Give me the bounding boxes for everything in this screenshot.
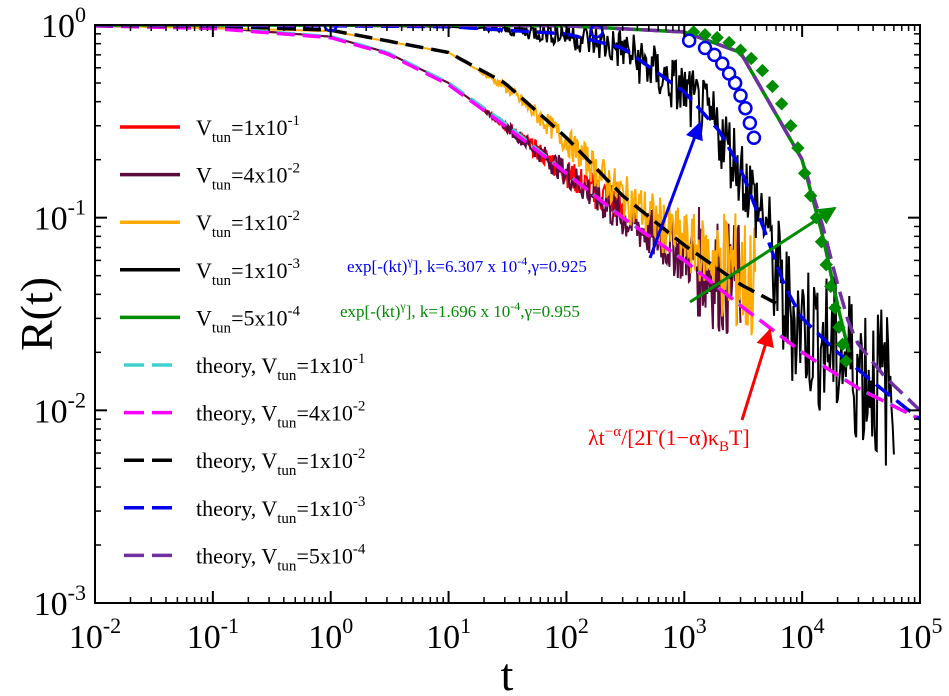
marker-circle-6-9 [738, 100, 753, 116]
marker-diamond-5-11 [797, 166, 812, 180]
annotation-power-law: λt−α/[2Γ(1−α)κBT] [588, 424, 750, 455]
legend-label-5: theory, Vtun=1x10-1 [196, 351, 365, 384]
legend-label-2: Vtun=1x10-2 [196, 208, 300, 241]
legend-label-9: theory, Vtun=5x10-4 [196, 541, 366, 574]
annotation-fit-green: exp[-(kt)γ], k=1.696 x 10-4,γ=0.955 [340, 299, 580, 321]
series-line-1 [95, 25, 742, 335]
legend-label-3: Vtun=1x10-3 [196, 256, 300, 289]
annotation-fit-blue: exp[-(kt)γ], k=6.307 x 10-4,γ=0.925 [347, 254, 587, 276]
marker-diamond-5-2 [710, 30, 724, 45]
y-tick-label-0: 10-3 [34, 580, 86, 623]
marker-circle-6-2 [681, 33, 697, 48]
arrow-fit-green [689, 206, 837, 304]
x-tick-label-7: 105 [898, 613, 943, 656]
marker-diamond-5-20 [839, 354, 853, 368]
x-tick-label-2: 100 [308, 613, 353, 656]
y-tick-label-2: 10-1 [34, 195, 86, 238]
marker-circle-6-11 [746, 130, 762, 145]
marker-layer [323, 25, 853, 368]
marker-diamond-5-17 [828, 301, 842, 315]
series-line-8 [95, 25, 920, 421]
marker-diamond-5-12 [803, 189, 818, 203]
marker-diamond-5-3 [722, 35, 736, 50]
legend-label-0: Vtun=1x10-1 [196, 113, 300, 146]
legend-label-7: theory, Vtun=1x10-2 [196, 446, 365, 479]
marker-circle-6-3 [697, 40, 713, 56]
marker-diamond-5-18 [832, 320, 846, 334]
marker-diamond-5-15 [819, 257, 833, 272]
marker-diamond-5-8 [774, 97, 789, 111]
marker-diamond-5-5 [744, 51, 758, 66]
x-tick-label-3: 101 [426, 613, 471, 656]
x-tick-label-6: 104 [780, 613, 825, 656]
legend-label-6: theory, Vtun=4x10-2 [196, 399, 365, 432]
arrow-fit-blue [648, 121, 703, 259]
marker-diamond-5-7 [765, 79, 780, 94]
legend: Vtun=1x10-1 Vtun=4x10-2 Vtun=1x10-2 Vtun=1x… [120, 113, 366, 574]
marker-diamond-5-9 [784, 119, 798, 133]
x-tick-label-5: 103 [662, 613, 707, 656]
x-tick-label-4: 102 [544, 613, 589, 656]
plot-frame [94, 24, 921, 604]
legend-label-1: Vtun=4x10-2 [196, 161, 300, 194]
series-line-11 [95, 25, 920, 412]
marker-diamond-5-14 [814, 235, 829, 249]
y-tick-label-3: 100 [41, 2, 86, 45]
marker-diamond-5-6 [755, 63, 770, 78]
x-tick-label-1: 10-1 [187, 613, 239, 656]
arrow-power-law [740, 328, 774, 421]
marker-circle-6-10 [742, 115, 758, 131]
series-layer [95, 25, 920, 466]
marker-circle-6-4 [707, 47, 722, 63]
legend-label-8: theory, Vtun=1x10-3 [196, 494, 365, 527]
marker-diamond-5-4 [733, 43, 748, 57]
marker-circle-6-7 [727, 75, 743, 91]
legend-label-4: Vtun=5x10-4 [196, 303, 300, 336]
marker-diamond-5-16 [824, 279, 838, 294]
marker-diamond-5-19 [835, 337, 850, 352]
tick-layer: 10-2 10-1 100 101 102 103 104 10510-310-210-110… [34, 2, 943, 656]
y-tick-label-1: 10-2 [34, 387, 86, 430]
x-axis-label: t [501, 649, 514, 696]
x-tick-label-0: 10-2 [69, 613, 121, 656]
y-axis-label: R(t) [11, 277, 62, 351]
marker-circle-6-5 [715, 56, 730, 71]
marker-diamond-5-10 [791, 141, 805, 155]
marker-circle-6-8 [733, 88, 748, 103]
